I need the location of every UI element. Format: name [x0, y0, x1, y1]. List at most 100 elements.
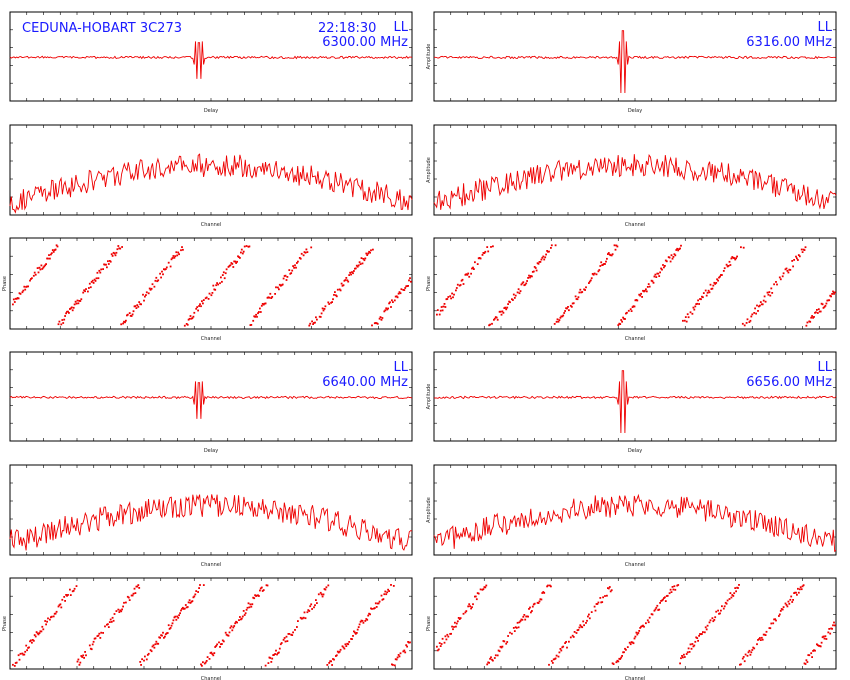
phase-point	[326, 664, 329, 666]
phase-point	[644, 289, 646, 292]
phase-point	[341, 284, 344, 287]
phase-point	[214, 646, 217, 648]
phase-point	[208, 658, 211, 660]
amplitude-trace	[9, 153, 413, 214]
phase-point	[661, 268, 663, 271]
phase-point	[737, 587, 739, 589]
phase-point	[232, 626, 235, 629]
phase-point	[604, 595, 606, 597]
phase-point	[402, 650, 405, 653]
plot-frame	[433, 577, 837, 670]
phase-point	[759, 639, 762, 641]
phase-point	[181, 607, 183, 610]
phase-point	[465, 610, 468, 612]
phase-point	[205, 660, 208, 662]
x-axis-label: Channel	[201, 336, 222, 342]
phase-point	[689, 643, 692, 646]
phase-point	[662, 598, 664, 601]
phase-point	[496, 654, 499, 657]
phase-point	[290, 272, 293, 274]
phase-point	[311, 608, 313, 610]
phase-point	[164, 635, 166, 638]
phase-point	[304, 251, 307, 254]
phase-point	[626, 311, 628, 314]
phase-point	[558, 651, 561, 654]
phase-point	[765, 630, 768, 633]
phase-point	[71, 309, 74, 312]
phase-point	[74, 300, 77, 303]
phase-point	[722, 270, 725, 272]
phase-point	[615, 661, 618, 664]
x-axis-label: Delay	[204, 108, 218, 114]
phase-point	[270, 297, 273, 299]
phase-point	[792, 599, 794, 601]
phase-point	[818, 310, 821, 313]
delay-trace	[433, 370, 837, 434]
phase-point	[833, 293, 835, 295]
phase-point	[320, 593, 323, 596]
phase-point	[75, 302, 78, 305]
phase-point	[575, 298, 578, 300]
phase-point	[44, 264, 47, 267]
phase-point	[61, 598, 64, 601]
phase-point	[830, 627, 832, 630]
phase-point	[519, 620, 522, 622]
phase-point	[826, 299, 829, 302]
phase-point	[590, 277, 593, 280]
phase-point	[357, 264, 360, 267]
phase-point	[395, 295, 398, 298]
phase-point	[176, 615, 179, 618]
x-axis-label: Channel	[625, 222, 646, 228]
phase-point	[491, 658, 493, 661]
phase-point	[67, 310, 69, 313]
phase-point	[554, 657, 557, 660]
phase-point	[768, 291, 771, 293]
phase-point	[393, 299, 396, 302]
phase-point	[813, 649, 815, 652]
phase-point	[601, 601, 604, 603]
phase-point	[455, 625, 457, 628]
phase-point	[465, 273, 468, 276]
phase-point	[59, 603, 62, 606]
phase-point	[254, 594, 256, 597]
phase-point	[537, 602, 540, 604]
phase-point	[229, 264, 232, 267]
phase-point	[63, 318, 66, 321]
phase-point	[99, 271, 102, 274]
phase-point	[805, 659, 808, 662]
phase-point	[109, 260, 112, 263]
phase-point	[571, 302, 574, 305]
phase-point	[615, 244, 618, 247]
phase-point	[559, 648, 562, 650]
phase-point	[627, 309, 630, 312]
phase-point	[123, 320, 125, 323]
phase-point	[387, 588, 389, 591]
phase-point	[352, 635, 354, 637]
phase-point	[358, 623, 361, 626]
phase-point	[221, 274, 224, 276]
phase-point	[542, 255, 545, 258]
phase-point	[539, 261, 542, 263]
amplitude-trace	[433, 154, 837, 210]
phase-point	[331, 664, 333, 666]
phase-point	[436, 309, 439, 311]
phase-point	[587, 615, 589, 618]
phase-point	[292, 265, 294, 267]
phase-point	[786, 605, 789, 608]
phase-point	[553, 658, 556, 660]
phase-point	[134, 305, 137, 307]
phase-point	[276, 653, 278, 656]
phase-point	[717, 609, 719, 612]
phase-point	[829, 632, 832, 635]
phase-point	[166, 632, 169, 634]
phase-point	[787, 271, 790, 274]
phase-point	[343, 647, 346, 650]
phase-point	[240, 617, 243, 620]
phase-point	[473, 268, 475, 270]
phase-point	[53, 249, 56, 251]
phase-point	[373, 322, 376, 325]
phase-point	[730, 257, 733, 260]
phase-point	[779, 610, 782, 612]
phase-point	[49, 257, 51, 260]
phase-point	[229, 626, 232, 629]
